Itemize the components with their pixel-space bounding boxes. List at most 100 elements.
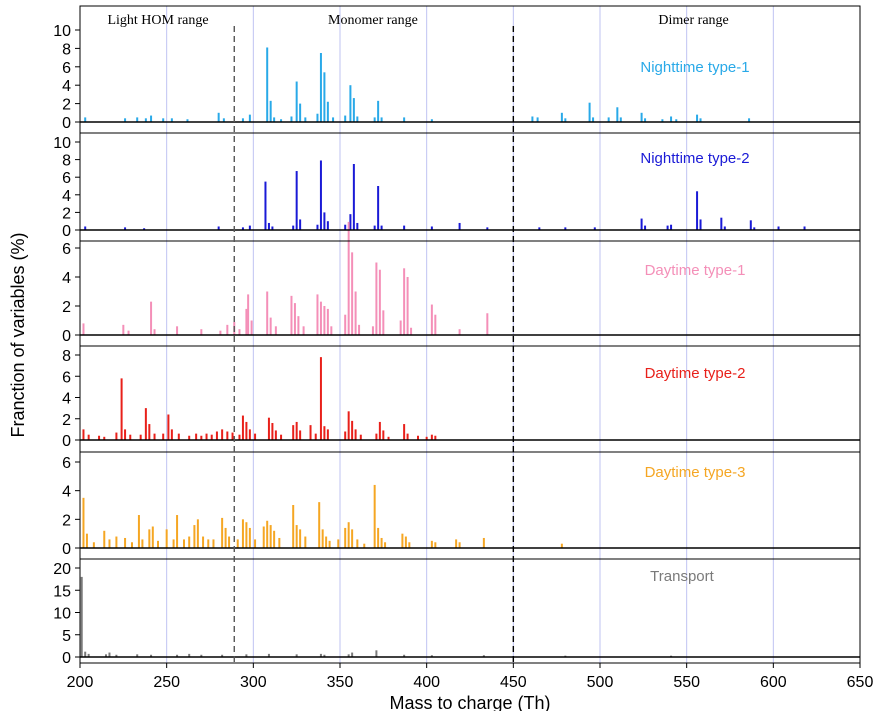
bar-nighttime-type-1-42: [619, 117, 622, 122]
bar-daytime-type-3-4: [108, 539, 111, 548]
bar-daytime-type-2-52: [406, 433, 409, 440]
bar-daytime-type-2-46: [359, 434, 362, 440]
bar-daytime-type-3-2: [92, 542, 95, 548]
bar-daytime-type-3-51: [377, 527, 380, 548]
bar-daytime-type-1-1: [122, 324, 125, 335]
x-tick-label: 450: [500, 674, 527, 691]
bar-nighttime-type-1-44: [644, 118, 647, 122]
bar-daytime-type-1-13: [250, 320, 253, 335]
bar-daytime-type-1-19: [297, 316, 300, 335]
bar-daytime-type-3-53: [384, 542, 387, 548]
x-axis-title: Mass to charge (Th): [389, 693, 550, 711]
y-tick-label: 6: [62, 241, 71, 258]
bar-daytime-type-2-3: [103, 436, 106, 440]
y-tick-label: 8: [62, 41, 71, 58]
bar-daytime-type-3-54: [401, 533, 404, 548]
bar-daytime-type-3-12: [157, 540, 159, 548]
bar-transport-5: [115, 654, 118, 657]
bar-nighttime-type-1-3: [144, 118, 147, 122]
bar-nighttime-type-1-4: [150, 115, 153, 122]
bar-daytime-type-2-32: [274, 430, 277, 440]
bar-daytime-type-3-60: [458, 542, 461, 548]
bar-nighttime-type-1-26: [349, 85, 352, 122]
panel-frames: [75, 5, 861, 668]
bar-daytime-type-2-31: [271, 423, 274, 440]
bar-daytime-type-2-10: [148, 424, 151, 440]
bar-daytime-type-3-16: [183, 539, 185, 548]
bar-daytime-type-3-46: [347, 522, 350, 548]
bar-daytime-type-2-23: [226, 431, 229, 440]
bar-daytime-type-1-16: [274, 326, 277, 335]
bar-transport-15: [319, 653, 322, 657]
x-tick-label: 400: [413, 674, 440, 691]
bar-daytime-type-3-8: [137, 515, 140, 548]
y-tick-label: 20: [53, 561, 71, 578]
bar-transport-16: [323, 654, 326, 657]
y-tick-label: 0: [62, 115, 71, 132]
y-tick-label: 5: [62, 628, 71, 645]
bar-nighttime-type-2-20: [373, 225, 376, 230]
bar-daytime-type-2-6: [124, 429, 127, 440]
bar-nighttime-type-2-37: [723, 226, 726, 230]
bar-nighttime-type-2-28: [564, 227, 567, 230]
range-label: Monomer range: [328, 13, 418, 28]
bar-daytime-type-1-38: [410, 327, 413, 335]
bar-daytime-type-3-23: [221, 517, 224, 548]
bar-daytime-type-1-15: [269, 317, 272, 335]
bar-daytime-type-3-33: [269, 525, 272, 548]
bar-daytime-type-2-27: [245, 421, 248, 440]
bar-daytime-type-2-21: [215, 431, 218, 440]
y-tick-label: 2: [62, 97, 71, 114]
bar-daytime-type-1-11: [245, 308, 248, 335]
bar-daytime-type-3-38: [299, 529, 302, 548]
bar-nighttime-type-2-33: [670, 224, 673, 230]
bar-daytime-type-1-32: [375, 262, 378, 335]
bar-nighttime-type-1-19: [304, 117, 307, 122]
bar-nighttime-type-1-50: [748, 118, 751, 122]
bar-daytime-type-2-14: [170, 429, 173, 440]
bar-nighttime-type-2-24: [430, 226, 433, 230]
bar-daytime-type-3-24: [224, 527, 227, 548]
bar-daytime-type-2-16: [188, 435, 191, 440]
bar-nighttime-type-2-4: [241, 227, 244, 230]
bar-daytime-type-3-58: [434, 542, 437, 548]
y-tick-label: 10: [53, 135, 71, 152]
bar-daytime-type-2-0: [82, 429, 85, 440]
bar-daytime-type-3-15: [176, 515, 179, 548]
y-tick-label: 2: [62, 205, 71, 222]
bar-daytime-type-3-26: [236, 539, 239, 548]
y-tick-label: 0: [62, 328, 71, 345]
bar-daytime-type-3-57: [430, 540, 433, 548]
bar-daytime-type-1-3: [150, 301, 153, 335]
bar-daytime-type-1-20: [302, 326, 305, 335]
bar-daytime-type-2-22: [221, 429, 224, 440]
bar-daytime-type-1-40: [434, 314, 437, 335]
bar-daytime-type-2-25: [238, 434, 241, 440]
bar-daytime-type-1-41: [458, 329, 461, 335]
y-tick-label: 8: [62, 348, 71, 365]
bar-daytime-type-1-22: [319, 301, 322, 335]
bar-nighttime-type-1-45: [661, 119, 664, 122]
bar-daytime-type-3-62: [560, 543, 563, 548]
bar-daytime-type-3-17: [188, 536, 191, 548]
bar-daytime-type-3-43: [328, 540, 331, 548]
x-tick-label: 650: [847, 674, 874, 691]
bar-daytime-type-1-42: [486, 313, 489, 335]
bar-transport-9: [188, 653, 191, 657]
y-tick-label: 2: [62, 512, 71, 529]
bar-daytime-type-3-29: [248, 527, 251, 548]
bar-daytime-type-3-5: [115, 536, 118, 548]
bar-transport-11: [221, 654, 224, 657]
bar-daytime-type-1-29: [354, 291, 357, 335]
y-tick-label: 6: [62, 369, 71, 386]
bar-daytime-type-2-1: [87, 434, 90, 440]
bar-daytime-type-2-50: [387, 436, 390, 440]
bar-nighttime-type-1-16: [290, 116, 293, 122]
bar-transport-19: [375, 650, 378, 657]
bar-nighttime-type-2-17: [349, 214, 352, 230]
bar-daytime-type-2-53: [417, 435, 419, 440]
bar-daytime-type-2-42: [344, 431, 347, 440]
bar-daytime-type-3-20: [202, 536, 205, 548]
bar-daytime-type-3-30: [254, 539, 257, 548]
